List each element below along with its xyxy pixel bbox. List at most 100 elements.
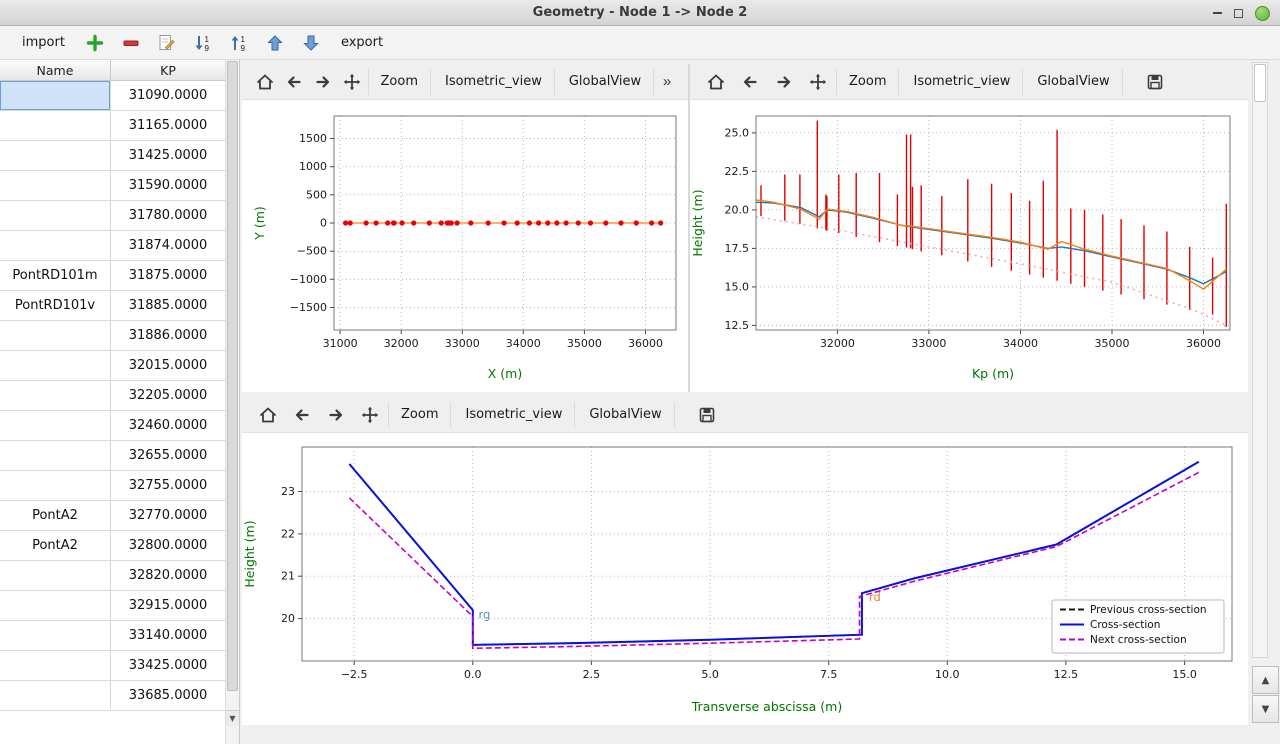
cell-name[interactable] bbox=[0, 81, 111, 111]
window-scrollbar[interactable] bbox=[1252, 62, 1268, 658]
cell-name[interactable] bbox=[0, 441, 111, 471]
move-up-button[interactable] bbox=[261, 30, 289, 56]
home-button[interactable] bbox=[700, 68, 732, 96]
cell-kp[interactable]: 32655.0000 bbox=[111, 441, 226, 471]
back-button[interactable] bbox=[286, 401, 318, 429]
table-row[interactable]: 31780.0000 bbox=[0, 201, 239, 231]
cell-name[interactable] bbox=[0, 471, 111, 501]
cell-name[interactable] bbox=[0, 351, 111, 381]
cell-kp[interactable]: 32915.0000 bbox=[111, 591, 226, 621]
cell-name[interactable] bbox=[0, 621, 111, 651]
cross-section-plot-canvas[interactable]: −2.5 0.0 2.5 5.0 7.5 10.0 12.5 15.0 20 21 22 23 rg rd… bbox=[242, 433, 1248, 725]
cell-name[interactable] bbox=[0, 561, 111, 591]
cell-kp[interactable]: 32015.0000 bbox=[111, 351, 226, 381]
cell-kp[interactable]: 31885.0000 bbox=[111, 291, 226, 321]
forward-button[interactable] bbox=[768, 68, 800, 96]
table-row[interactable]: 32655.0000 bbox=[0, 441, 239, 471]
cell-name[interactable] bbox=[0, 681, 111, 711]
toolbar-overflow-button[interactable]: » bbox=[656, 73, 678, 90]
cell-kp[interactable]: 31425.0000 bbox=[111, 141, 226, 171]
table-row[interactable]: 31886.0000 bbox=[0, 321, 239, 351]
zoom-button[interactable]: Zoom bbox=[388, 401, 452, 428]
table-row[interactable]: PontA2 32770.0000 bbox=[0, 501, 239, 531]
cell-kp[interactable]: 32770.0000 bbox=[111, 501, 226, 531]
cell-kp[interactable]: 33685.0000 bbox=[111, 681, 226, 711]
global-view-button[interactable]: GlobalView bbox=[557, 68, 655, 95]
remove-button[interactable] bbox=[117, 30, 145, 56]
cell-kp[interactable]: 31886.0000 bbox=[111, 321, 226, 351]
cell-kp[interactable]: 31780.0000 bbox=[111, 201, 226, 231]
profile-plot-canvas[interactable]: 32000 33000 34000 35000 36000 12.5 15.0 17.5 20.… bbox=[690, 100, 1248, 392]
table-scrollbar[interactable]: ▼ bbox=[225, 60, 239, 744]
cell-name[interactable]: PontA2 bbox=[0, 501, 111, 531]
table-row[interactable]: 32205.0000 bbox=[0, 381, 239, 411]
column-header-kp[interactable]: KP bbox=[111, 60, 226, 81]
home-button[interactable] bbox=[252, 401, 284, 429]
isometric-view-button[interactable]: Isometric_view bbox=[901, 68, 1024, 95]
cell-name[interactable] bbox=[0, 231, 111, 261]
table-row[interactable]: 31090.0000 bbox=[0, 81, 239, 111]
restore-button[interactable] bbox=[1234, 8, 1243, 18]
global-view-button[interactable]: GlobalView bbox=[577, 401, 675, 428]
cell-name[interactable] bbox=[0, 171, 111, 201]
cell-kp[interactable]: 32820.0000 bbox=[111, 561, 226, 591]
cell-name[interactable] bbox=[0, 651, 111, 681]
sort-ascending-button[interactable]: 1 9 bbox=[225, 30, 253, 56]
column-header-name[interactable]: Name bbox=[0, 60, 111, 81]
table-row[interactable]: PontRD101m 31875.0000 bbox=[0, 261, 239, 291]
pan-button[interactable] bbox=[339, 68, 366, 96]
cell-kp[interactable]: 31874.0000 bbox=[111, 231, 226, 261]
isometric-view-button[interactable]: Isometric_view bbox=[433, 68, 555, 95]
import-button[interactable]: import bbox=[14, 31, 73, 54]
zoom-button[interactable]: Zoom bbox=[836, 68, 900, 95]
back-button[interactable] bbox=[734, 68, 766, 96]
table-row[interactable]: 31874.0000 bbox=[0, 231, 239, 261]
table-row[interactable]: 32820.0000 bbox=[0, 561, 239, 591]
sort-descending-button[interactable]: 1 9 bbox=[189, 30, 217, 56]
table-scrollbar-thumb[interactable] bbox=[227, 61, 238, 691]
plan-plot-canvas[interactable]: 31000 32000 33000 34000 35000 36000 −1500 −1000… bbox=[242, 100, 688, 392]
cell-name[interactable] bbox=[0, 411, 111, 441]
cell-name[interactable]: PontRD101v bbox=[0, 291, 111, 321]
isometric-view-button[interactable]: Isometric_view bbox=[453, 401, 576, 428]
cell-kp[interactable]: 31590.0000 bbox=[111, 171, 226, 201]
table-scroll-down-button[interactable]: ▼ bbox=[226, 710, 239, 726]
table-row[interactable]: 31165.0000 bbox=[0, 111, 239, 141]
window-scrollbar-thumb[interactable] bbox=[1254, 64, 1266, 102]
cell-kp[interactable]: 31165.0000 bbox=[111, 111, 226, 141]
cell-name[interactable] bbox=[0, 201, 111, 231]
save-button[interactable] bbox=[691, 401, 723, 429]
minimize-button[interactable] bbox=[1213, 12, 1222, 14]
pan-button[interactable] bbox=[354, 401, 386, 429]
table-row[interactable]: 32755.0000 bbox=[0, 471, 239, 501]
table-row[interactable]: 32460.0000 bbox=[0, 411, 239, 441]
add-button[interactable] bbox=[81, 30, 109, 56]
save-button[interactable] bbox=[1139, 68, 1171, 96]
cell-kp[interactable]: 32460.0000 bbox=[111, 411, 226, 441]
cell-kp[interactable]: 31090.0000 bbox=[111, 81, 226, 111]
table-row[interactable]: PontRD101v 31885.0000 bbox=[0, 291, 239, 321]
move-down-button[interactable] bbox=[297, 30, 325, 56]
table-row[interactable]: 31425.0000 bbox=[0, 141, 239, 171]
cell-kp[interactable]: 33140.0000 bbox=[111, 621, 226, 651]
cell-name[interactable] bbox=[0, 111, 111, 141]
table-row[interactable]: 33140.0000 bbox=[0, 621, 239, 651]
cell-kp[interactable]: 31875.0000 bbox=[111, 261, 226, 291]
cell-name[interactable]: PontA2 bbox=[0, 531, 111, 561]
home-button[interactable] bbox=[252, 68, 279, 96]
cell-name[interactable] bbox=[0, 381, 111, 411]
export-button[interactable]: export bbox=[333, 31, 391, 54]
forward-button[interactable] bbox=[320, 401, 352, 429]
pan-button[interactable] bbox=[802, 68, 834, 96]
forward-button[interactable] bbox=[310, 68, 337, 96]
close-button[interactable] bbox=[1255, 5, 1270, 21]
cell-name[interactable] bbox=[0, 321, 111, 351]
zoom-button[interactable]: Zoom bbox=[367, 68, 431, 95]
cell-name[interactable] bbox=[0, 141, 111, 171]
cell-name[interactable]: PontRD101m bbox=[0, 261, 111, 291]
table-row[interactable]: 32015.0000 bbox=[0, 351, 239, 381]
table-row[interactable]: PontA2 32800.0000 bbox=[0, 531, 239, 561]
table-row[interactable]: 33685.0000 bbox=[0, 681, 239, 711]
cell-kp[interactable]: 32755.0000 bbox=[111, 471, 226, 501]
global-view-button[interactable]: GlobalView bbox=[1025, 68, 1123, 95]
